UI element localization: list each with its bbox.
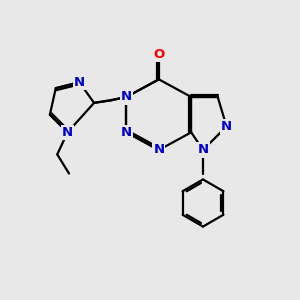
Text: N: N (62, 126, 73, 139)
Text: N: N (153, 143, 164, 157)
Text: N: N (121, 126, 132, 139)
Text: N: N (197, 143, 208, 157)
Text: N: N (121, 91, 132, 103)
Text: O: O (153, 48, 164, 61)
Text: N: N (74, 76, 85, 89)
Text: N: N (221, 120, 232, 133)
